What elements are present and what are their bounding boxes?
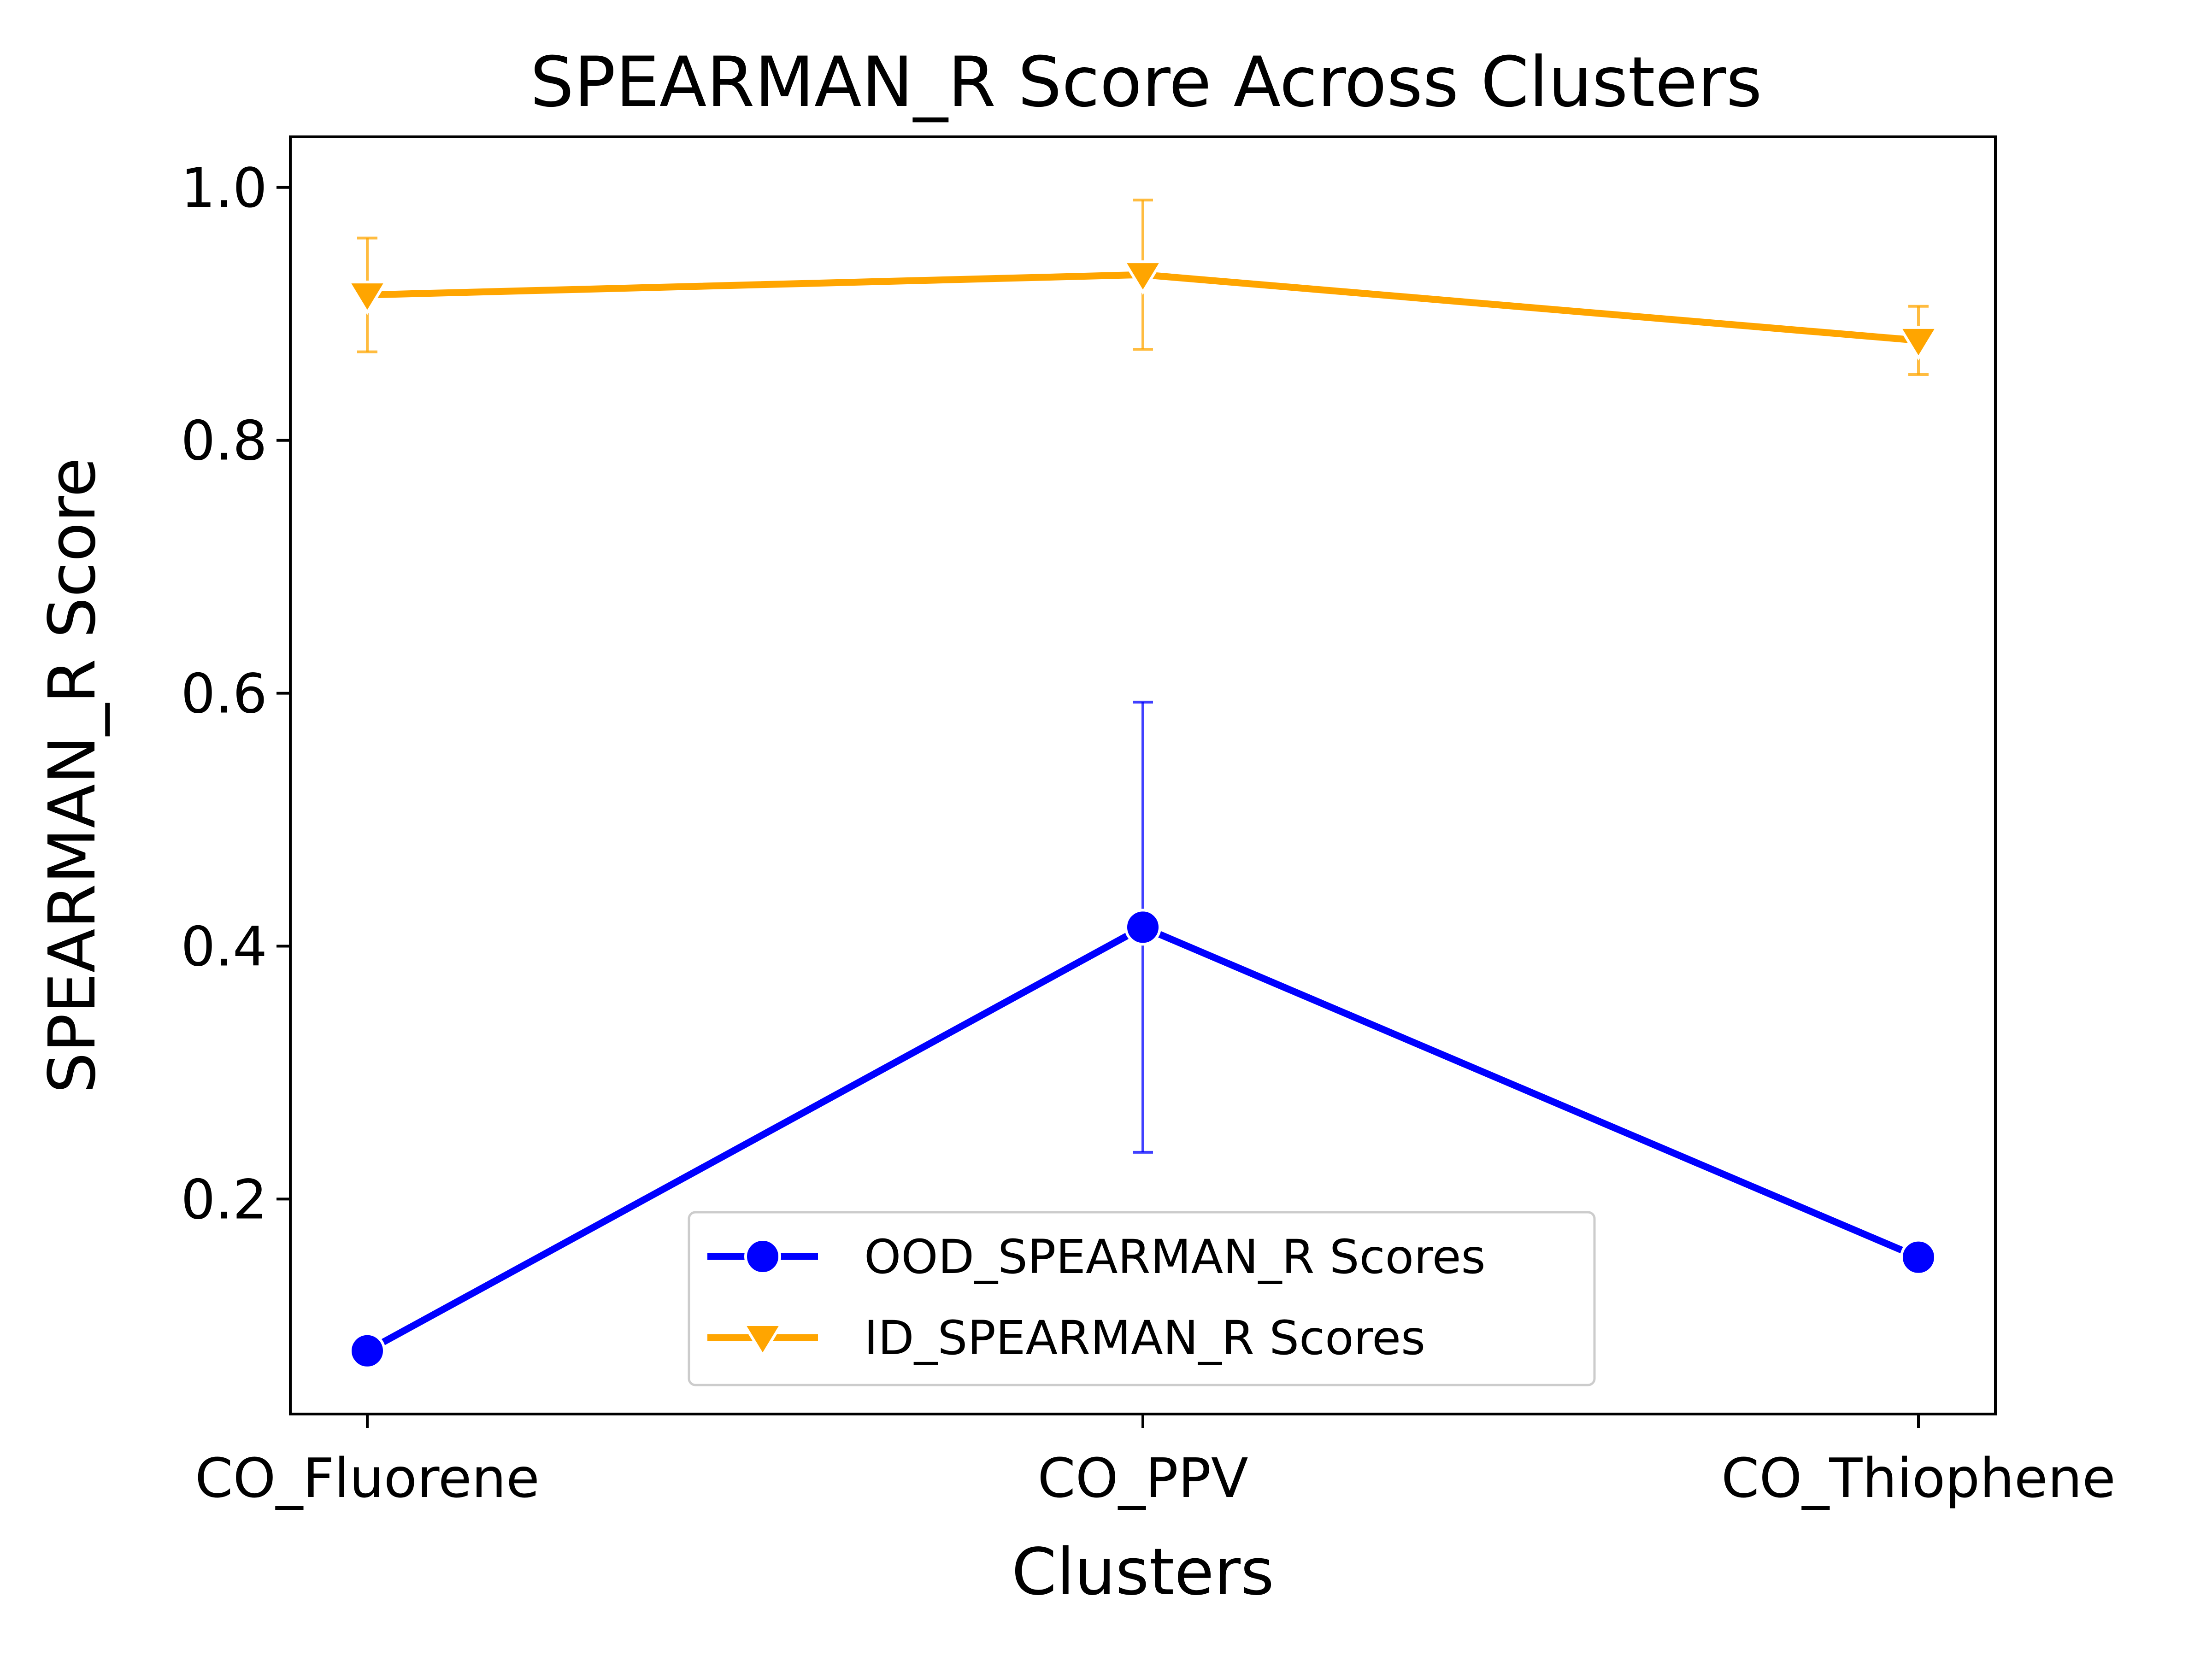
plot-area (346, 199, 1940, 1369)
legend-frame (688, 1211, 1596, 1386)
y-axis-title: SPEARMAN_R Score (35, 458, 110, 1093)
id-data-point (346, 281, 388, 315)
legend-items: OOD_SPEARMAN_R Scores ID_SPEARMAN_R Score… (707, 1230, 1486, 1366)
ood-data-point (1124, 909, 1161, 946)
legend-triangle-marker (741, 1323, 784, 1358)
x-axis-title: Clusters (1012, 1535, 1274, 1610)
legend-label: ID_SPEARMAN_R Scores (864, 1311, 1425, 1366)
x-tick-label: CO_PPV (1037, 1446, 1248, 1510)
y-tick-label: 0.6 (181, 662, 267, 726)
id-data-point (1897, 326, 1940, 361)
axes: 0.2 0.4 0.6 0.8 1.0 CO_Fluorene CO_PPV CO_Thiop… (181, 156, 2116, 1510)
id-data-point (1122, 260, 1164, 295)
y-tick-label: 0.8 (181, 409, 267, 473)
ood-data-point (1900, 1238, 1937, 1276)
y-tick-label: 0.2 (181, 1168, 267, 1231)
y-tick-label: 1.0 (181, 156, 267, 220)
legend-label: OOD_SPEARMAN_R Scores (864, 1230, 1486, 1285)
y-tick-label: 0.4 (181, 915, 267, 979)
x-tick-label: CO_Fluorene (195, 1446, 540, 1510)
legend: OOD_SPEARMAN_R Scores ID_SPEARMAN_R Score… (688, 1211, 1596, 1386)
legend-circle-marker (744, 1238, 781, 1275)
x-tick-label: CO_Thiophene (1721, 1446, 2116, 1510)
chart-title: SPEARMAN_R Score Across Clusters (530, 42, 1762, 123)
ood-data-point (349, 1332, 386, 1369)
